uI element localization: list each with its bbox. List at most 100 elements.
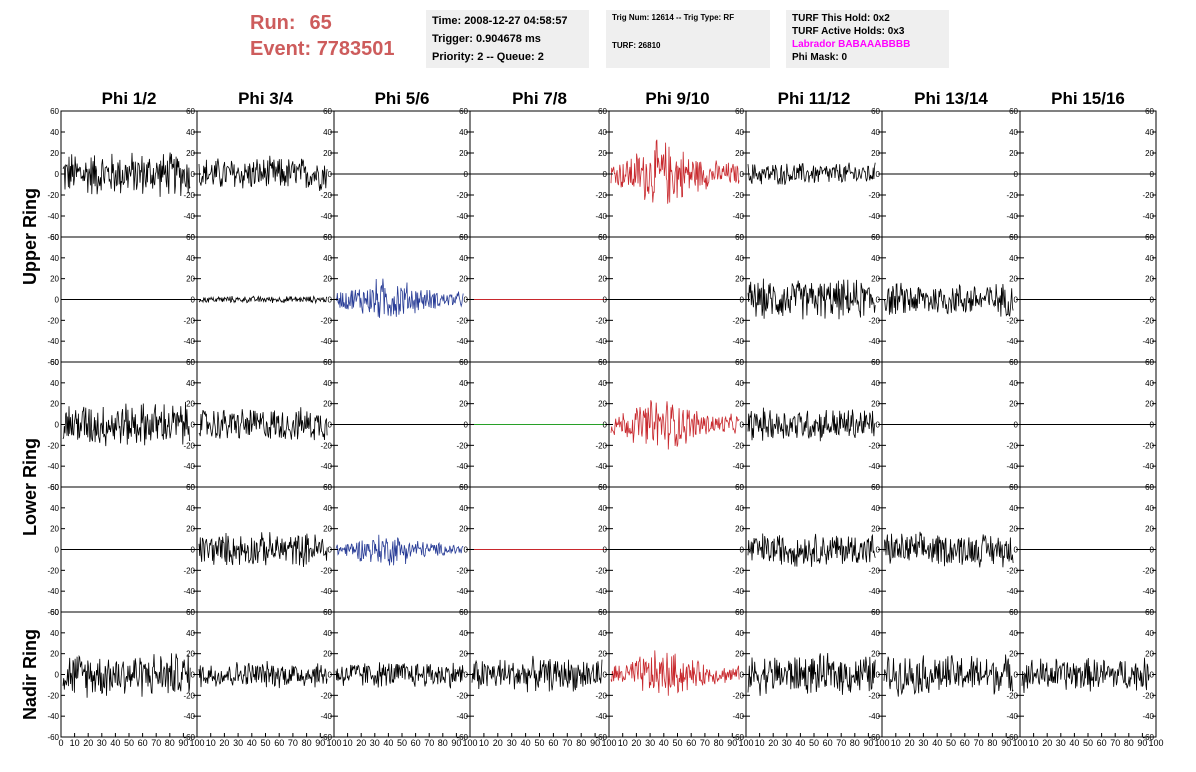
waveform-trace [1021, 657, 1150, 694]
y-tick-label: -40 [1142, 587, 1154, 596]
x-tick-label: 100 [1148, 738, 1163, 748]
y-tick-label: -40 [183, 212, 195, 221]
y-tick-label: 60 [1009, 233, 1018, 242]
y-tick-label: 60 [459, 358, 468, 367]
y-tick-label: -40 [320, 712, 332, 721]
y-tick-label: 40 [459, 379, 468, 388]
y-tick-label: 20 [735, 650, 744, 659]
y-tick-label: -20 [47, 316, 59, 325]
waveform-trace [62, 653, 191, 698]
y-tick-label: 0 [1150, 170, 1155, 179]
y-tick-label: 40 [871, 504, 880, 513]
x-tick-label: 70 [424, 738, 434, 748]
y-tick-label: 40 [598, 254, 607, 263]
x-tick-label: 50 [397, 738, 407, 748]
x-tick-label: 40 [521, 738, 531, 748]
y-tick-label: -20 [1142, 316, 1154, 325]
y-tick-label: -20 [1142, 566, 1154, 575]
y-tick-label: 60 [459, 483, 468, 492]
priority-text: Priority: 2 -- Queue: 2 [432, 51, 544, 63]
y-tick-label: -60 [868, 733, 880, 742]
y-tick-label: -40 [595, 587, 607, 596]
y-tick-label: 0 [191, 296, 196, 305]
x-tick-label: 10 [343, 738, 353, 748]
y-tick-label: 60 [459, 107, 468, 116]
y-tick-label: -40 [456, 337, 468, 346]
waveform-trace [471, 655, 603, 693]
y-tick-label: 60 [735, 483, 744, 492]
y-tick-label: -20 [47, 441, 59, 450]
y-tick-label: 0 [603, 170, 608, 179]
y-tick-label: 0 [1150, 671, 1155, 680]
y-tick-label: 40 [1145, 379, 1154, 388]
y-tick-label: 40 [735, 504, 744, 513]
y-tick-label: 40 [598, 504, 607, 513]
y-tick-label: 40 [1009, 504, 1018, 513]
labrador-text: Labrador BABAAABBBB [792, 39, 911, 50]
y-tick-label: 40 [871, 128, 880, 137]
x-tick-label: 80 [850, 738, 860, 748]
y-tick-label: 60 [871, 233, 880, 242]
y-tick-label: 0 [1014, 546, 1019, 555]
y-tick-label: 0 [55, 671, 60, 680]
x-tick-label: 80 [302, 738, 312, 748]
y-tick-label: 60 [186, 608, 195, 617]
y-tick-label: 0 [328, 671, 333, 680]
y-tick-label: 40 [735, 128, 744, 137]
y-tick-label: 60 [1009, 358, 1018, 367]
y-tick-label: -40 [456, 712, 468, 721]
x-tick-label: 50 [672, 738, 682, 748]
y-tick-label: -40 [868, 587, 880, 596]
y-tick-label: 20 [186, 400, 195, 409]
y-tick-label: -40 [1142, 712, 1154, 721]
x-tick-label: 80 [714, 738, 724, 748]
y-tick-label: -60 [1142, 733, 1154, 742]
waveform-trace [610, 139, 740, 204]
x-tick-label: 70 [1110, 738, 1120, 748]
x-tick-label: 20 [631, 738, 641, 748]
x-tick-label: 50 [260, 738, 270, 748]
y-tick-label: 20 [459, 525, 468, 534]
y-tick-label: 40 [735, 254, 744, 263]
event-value: 7783501 [316, 38, 395, 60]
x-tick-label: 50 [946, 738, 956, 748]
y-tick-label: 20 [735, 525, 744, 534]
turf-info-panel: TURF This Hold: 0x2 TURF Active Holds: 0… [786, 10, 949, 68]
y-tick-label: -20 [595, 441, 607, 450]
y-tick-label: -40 [732, 712, 744, 721]
trigger-text: Trigger: 0.904678 ms [432, 33, 541, 45]
x-tick-label: 80 [1124, 738, 1134, 748]
y-tick-label: 20 [1009, 525, 1018, 534]
x-tick-label: 50 [809, 738, 819, 748]
y-tick-label: -40 [456, 587, 468, 596]
y-tick-label: 40 [1009, 128, 1018, 137]
run-event-box: Run: 65 Event: 7783501 [250, 10, 395, 62]
y-tick-label: 40 [323, 629, 332, 638]
y-tick-label: 0 [1150, 546, 1155, 555]
waveform-trace [198, 532, 328, 568]
y-tick-label: 40 [1009, 379, 1018, 388]
y-tick-label: 20 [1145, 525, 1154, 534]
y-tick-label: -20 [732, 191, 744, 200]
y-tick-label: 0 [603, 671, 608, 680]
waveform-trace [198, 660, 328, 689]
y-tick-label: -40 [47, 212, 59, 221]
y-tick-label: -20 [1142, 441, 1154, 450]
y-tick-label: 20 [598, 650, 607, 659]
x-tick-label: 80 [987, 738, 997, 748]
y-tick-label: -40 [595, 462, 607, 471]
y-tick-label: -40 [183, 587, 195, 596]
y-tick-label: 20 [598, 275, 607, 284]
y-tick-label: 0 [1014, 671, 1019, 680]
x-tick-label: 30 [1056, 738, 1066, 748]
y-tick-label: 20 [186, 149, 195, 158]
time-text: Time: 2008-12-27 04:58:57 [432, 15, 568, 27]
y-tick-label: 20 [186, 525, 195, 534]
waveform-trace [747, 652, 876, 696]
x-tick-label: 20 [83, 738, 93, 748]
y-tick-label: -20 [732, 316, 744, 325]
y-tick-label: -20 [320, 316, 332, 325]
y-tick-label: 0 [191, 170, 196, 179]
column-header: Phi 13/14 [914, 89, 988, 108]
waveform-trace [335, 662, 464, 689]
